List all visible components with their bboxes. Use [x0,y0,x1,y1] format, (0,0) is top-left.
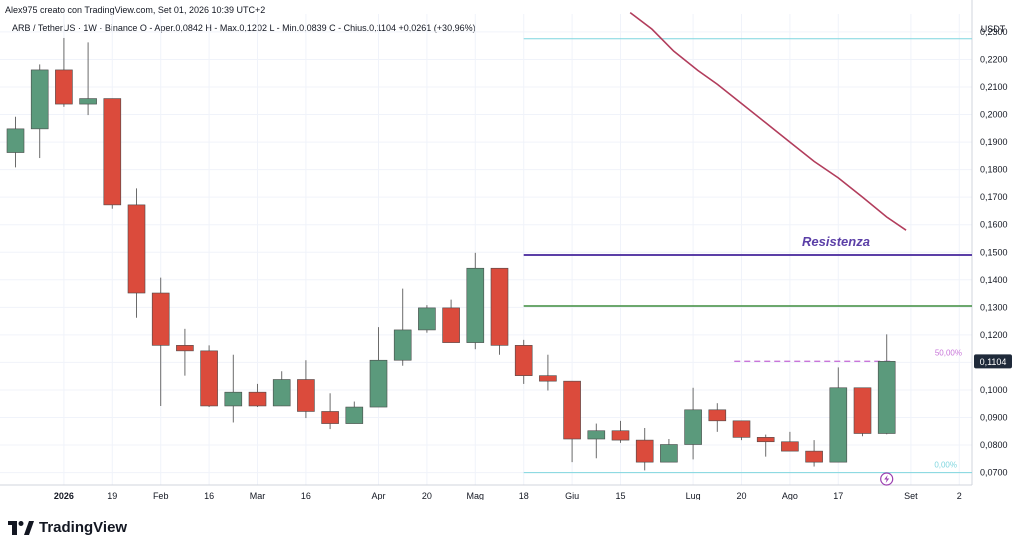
candle-bull[interactable] [684,409,702,445]
time-tick-label: 20 [422,491,432,500]
lightning-glyph [884,475,890,483]
time-tick-label: 16 [301,491,311,500]
time-tick-label: 2 [957,491,962,500]
price-tick-label: 0,0900 [980,413,1008,423]
candle-bear[interactable] [127,204,146,294]
price-tick-label: 0,1500 [980,247,1008,257]
current-price-label: 0,1104 [980,357,1007,367]
time-tick-label: Set [904,491,918,500]
time-tick-label: Mar [250,491,266,500]
time-tick-label: 2026 [54,491,74,500]
candle-bull[interactable] [30,69,49,130]
candle-bear[interactable] [442,307,460,343]
time-tick-label: 19 [107,491,117,500]
candle-bear[interactable] [103,98,122,206]
price-tick-label: 0,1800 [980,165,1008,175]
price-tick-label: 0,2200 [980,54,1008,64]
resistance-label: Resistenza [802,234,870,249]
time-tick-label: Mag [467,491,485,500]
candle-bear[interactable] [176,345,194,352]
candle-bull[interactable] [587,430,606,440]
candle-bull[interactable] [224,391,243,407]
candle-bear[interactable] [321,411,339,424]
price-tick-label: 0,1400 [980,275,1008,285]
candle-bull[interactable] [369,359,388,408]
tradingview-footer[interactable]: TradingView [8,519,127,536]
candle-bear[interactable] [708,409,727,422]
time-tick-label: Giu [565,491,579,500]
price-tick-label: 0,1600 [980,220,1008,230]
fib-0-label: 0,00% [934,461,957,470]
candle-bear[interactable] [805,450,823,463]
price-tick-label: 0,0800 [980,440,1008,450]
candle-bull[interactable] [6,128,25,153]
candle-bull[interactable] [466,267,485,343]
moving-average-line[interactable] [629,11,907,231]
candle-bear[interactable] [55,69,73,105]
candle-bear[interactable] [297,379,315,412]
symbol-legend: ARB / TetherUS · 1W · Binance O - Aper.0… [12,23,476,33]
candle-bear[interactable] [756,437,775,443]
candle-bull[interactable] [829,387,848,463]
candle-bear[interactable] [151,292,170,346]
chart-header: Alex975 creato con TradingView.com, Set … [5,5,266,15]
candle-bull[interactable] [345,406,364,424]
price-tick-label: 0,1900 [980,137,1008,147]
price-tick-label: 0,2100 [980,82,1008,92]
price-tick-label: 0,0700 [980,468,1008,478]
fib-50-label: 50,00% [935,348,962,357]
tradingview-brand: TradingView [39,519,128,536]
price-tick-label: 0,1700 [980,192,1008,202]
candle-bear[interactable] [635,439,654,463]
price-axis-unit: USDT [981,24,1006,34]
candle-bear[interactable] [781,441,799,452]
candle-bear[interactable] [200,350,218,407]
current-price-badge [974,354,1012,369]
time-tick-label: 20 [736,491,746,500]
candle-bull[interactable] [418,307,436,331]
time-tick-label: Ago [782,491,798,500]
candle-bull[interactable] [877,361,896,434]
time-tick-label: 18 [519,491,529,500]
time-tick-label: Feb [153,491,169,500]
price-tick-label: 0,1300 [980,302,1008,312]
candle-bear[interactable] [611,430,630,441]
candle-bear[interactable] [248,391,267,407]
candle-bear[interactable] [490,267,509,346]
time-tick-label: Lug [686,491,701,500]
price-tick-label: 0,1200 [980,330,1008,340]
tradingview-logo-icon [8,520,34,535]
candle-bear[interactable] [732,420,751,438]
candle-bear[interactable] [539,375,557,382]
candle-bear[interactable] [514,345,533,376]
price-tick-label: 0,2000 [980,110,1008,120]
candle-bear[interactable] [853,387,872,434]
candle-bull[interactable] [79,98,97,105]
candle-bull[interactable] [393,329,412,361]
price-tick-label: 0,2300 [980,27,1008,37]
candle-bull[interactable] [660,444,678,463]
time-tick-label: 15 [615,491,625,500]
time-tick-label: 17 [833,491,843,500]
time-tick-label: Apr [371,491,385,500]
time-tick-label: 16 [204,491,214,500]
price-tick-label: 0,1000 [980,385,1008,395]
candle-bull[interactable] [272,379,291,407]
candle-bear[interactable] [563,380,581,440]
